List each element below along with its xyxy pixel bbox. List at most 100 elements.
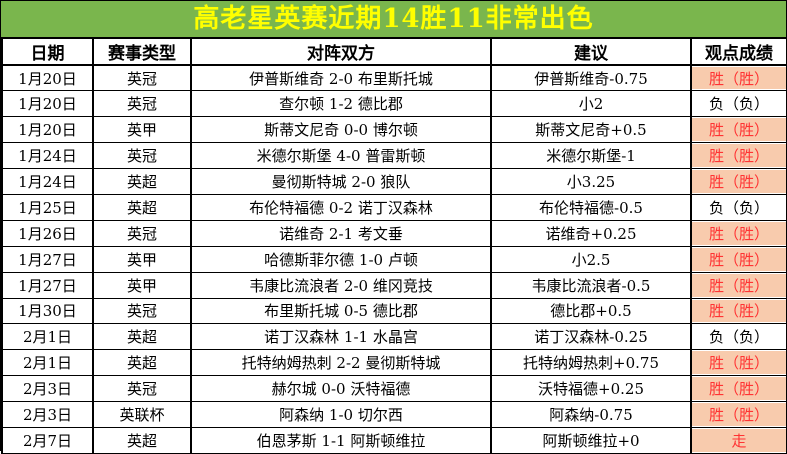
league-cell: 英超 [92,349,192,377]
tip-cell: 布伦特福德-0.5 [490,193,692,221]
result-cell: 胜（胜） [690,245,787,273]
match-cell: 赫尔城 0-0 沃特福德 [190,375,492,403]
result-cell: 胜（胜） [690,168,787,195]
date-cell: 2月3日 [1,375,94,403]
match-cell: 诺丁汉森林 1-1 水晶宫 [190,323,492,351]
league-cell: 英甲 [92,116,192,144]
date-cell: 2月1日 [1,323,94,351]
date-cell: 1月27日 [1,271,94,299]
league-cell: 英冠 [92,375,192,403]
date-cell: 1月20日 [1,116,94,144]
tip-cell: 沃特福德+0.25 [490,375,692,403]
tip-cell: 小3.25 [490,168,692,195]
tip-cell: 阿森纳-0.75 [490,401,692,428]
table-row: 1月26日 英冠 诺维奇 2-1 考文垂 诺维奇+0.25 胜（胜） [1,219,787,247]
date-cell: 2月7日 [1,426,94,454]
league-cell: 英超 [92,323,192,351]
tip-cell: 小2.5 [490,245,692,273]
league-cell: 英联杯 [92,401,192,428]
league-cell: 英超 [92,193,192,221]
result-cell: 胜（胜） [690,271,787,299]
league-cell: 英冠 [92,297,192,325]
tip-cell: 阿斯顿维拉+0 [490,426,692,454]
column-header-date: 日期 [1,37,94,66]
title-bar: 高老星英赛近期14胜11非常出色 [1,1,786,37]
match-cell: 布里斯托城 0-5 德比郡 [190,297,492,325]
match-cell: 韦康比流浪者 2-0 维冈竞技 [190,271,492,299]
result-cell: 胜（胜） [690,297,787,325]
results-table: 日期 赛事类型 对阵双方 建议 观点成绩 1月20日 英冠 伊普斯维奇 2-0 布里… [1,37,787,454]
tip-cell: 诺维奇+0.25 [490,219,692,247]
match-cell: 哈德斯菲尔德 1-0 卢顿 [190,245,492,273]
match-cell: 布伦特福德 0-2 诺丁汉森林 [190,193,492,221]
date-cell: 2月1日 [1,349,94,377]
date-cell: 2月3日 [1,401,94,428]
date-cell: 1月20日 [1,64,94,92]
match-cell: 伊普斯维奇 2-0 布里斯托城 [190,64,492,92]
result-cell: 负（负） [690,90,787,118]
result-cell: 胜（胜） [690,142,787,170]
match-cell: 查尔顿 1-2 德比郡 [190,90,492,118]
match-cell: 米德尔斯堡 4-0 普雷斯顿 [190,142,492,170]
table-row: 2月3日 英冠 赫尔城 0-0 沃特福德 沃特福德+0.25 胜（胜） [1,375,787,403]
match-cell: 曼彻斯特城 2-0 狼队 [190,168,492,195]
league-cell: 英甲 [92,245,192,273]
tip-cell: 小2 [490,90,692,118]
page-title: 高老星英赛近期14胜11非常出色 [193,4,594,34]
tip-cell: 米德尔斯堡-1 [490,142,692,170]
header-row: 日期 赛事类型 对阵双方 建议 观点成绩 [1,37,787,66]
table-row: 2月1日 英超 诺丁汉森林 1-1 水晶宫 诺丁汉森林-0.25 负（负） [1,323,787,351]
result-cell: 胜（胜） [690,116,787,144]
match-cell: 诺维奇 2-1 考文垂 [190,219,492,247]
table-row: 1月20日 英冠 查尔顿 1-2 德比郡 小2 负（负） [1,90,787,118]
table-row: 1月27日 英甲 哈德斯菲尔德 1-0 卢顿 小2.5 胜（胜） [1,245,787,273]
result-cell: 负（负） [690,193,787,221]
league-cell: 英冠 [92,142,192,170]
tip-cell: 伊普斯维奇-0.75 [490,64,692,92]
result-cell: 胜（胜） [690,219,787,247]
match-cell: 伯恩茅斯 1-1 阿斯顿维拉 [190,426,492,454]
tip-cell: 德比郡+0.5 [490,297,692,325]
result-cell: 负（负） [690,323,787,351]
league-cell: 英冠 [92,219,192,247]
date-cell: 1月26日 [1,219,94,247]
result-cell: 走 [690,426,787,454]
date-cell: 1月20日 [1,90,94,118]
column-header-result: 观点成绩 [690,37,787,66]
date-cell: 1月24日 [1,142,94,170]
table-row: 1月20日 英冠 伊普斯维奇 2-0 布里斯托城 伊普斯维奇-0.75 胜（胜） [1,64,787,92]
tip-cell: 诺丁汉森林-0.25 [490,323,692,351]
league-cell: 英超 [92,426,192,454]
match-cell: 阿森纳 1-0 切尔西 [190,401,492,428]
league-cell: 英冠 [92,90,192,118]
table-row: 2月3日 英联杯 阿森纳 1-0 切尔西 阿森纳-0.75 胜（胜） [1,401,787,428]
table-row: 2月7日 英超 伯恩茅斯 1-1 阿斯顿维拉 阿斯顿维拉+0 走 [1,426,787,454]
table-row: 1月20日 英甲 斯蒂文尼奇 0-0 博尔顿 斯蒂文尼奇+0.5 胜（胜） [1,116,787,144]
league-cell: 英甲 [92,271,192,299]
match-cell: 托特纳姆热刺 2-2 曼彻斯特城 [190,349,492,377]
column-header-league: 赛事类型 [92,37,192,66]
table-row: 1月24日 英冠 米德尔斯堡 4-0 普雷斯顿 米德尔斯堡-1 胜（胜） [1,142,787,170]
table-header: 日期 赛事类型 对阵双方 建议 观点成绩 [1,37,787,66]
table-row: 1月27日 英甲 韦康比流浪者 2-0 维冈竞技 韦康比流浪者-0.5 胜（胜） [1,271,787,299]
league-cell: 英超 [92,168,192,195]
result-cell: 胜（胜） [690,64,787,92]
result-cell: 胜（胜） [690,375,787,403]
table-row: 2月1日 英超 托特纳姆热刺 2-2 曼彻斯特城 托特纳姆热刺+0.75 胜（胜） [1,349,787,377]
tip-cell: 斯蒂文尼奇+0.5 [490,116,692,144]
date-cell: 1月30日 [1,297,94,325]
table-row: 1月24日 英超 曼彻斯特城 2-0 狼队 小3.25 胜（胜） [1,168,787,195]
column-header-match: 对阵双方 [190,37,492,66]
table-row: 1月30日 英冠 布里斯托城 0-5 德比郡 德比郡+0.5 胜（胜） [1,297,787,325]
date-cell: 1月27日 [1,245,94,273]
league-cell: 英冠 [92,64,192,92]
tip-cell: 韦康比流浪者-0.5 [490,271,692,299]
tip-cell: 托特纳姆热刺+0.75 [490,349,692,377]
results-table-body: 1月20日 英冠 伊普斯维奇 2-0 布里斯托城 伊普斯维奇-0.75 胜（胜） 1月20… [1,64,787,454]
date-cell: 1月24日 [1,168,94,195]
table-row: 1月25日 英超 布伦特福德 0-2 诺丁汉森林 布伦特福德-0.5 负（负） [1,193,787,221]
result-cell: 胜（胜） [690,401,787,428]
column-header-tip: 建议 [490,37,692,66]
date-cell: 1月25日 [1,193,94,221]
